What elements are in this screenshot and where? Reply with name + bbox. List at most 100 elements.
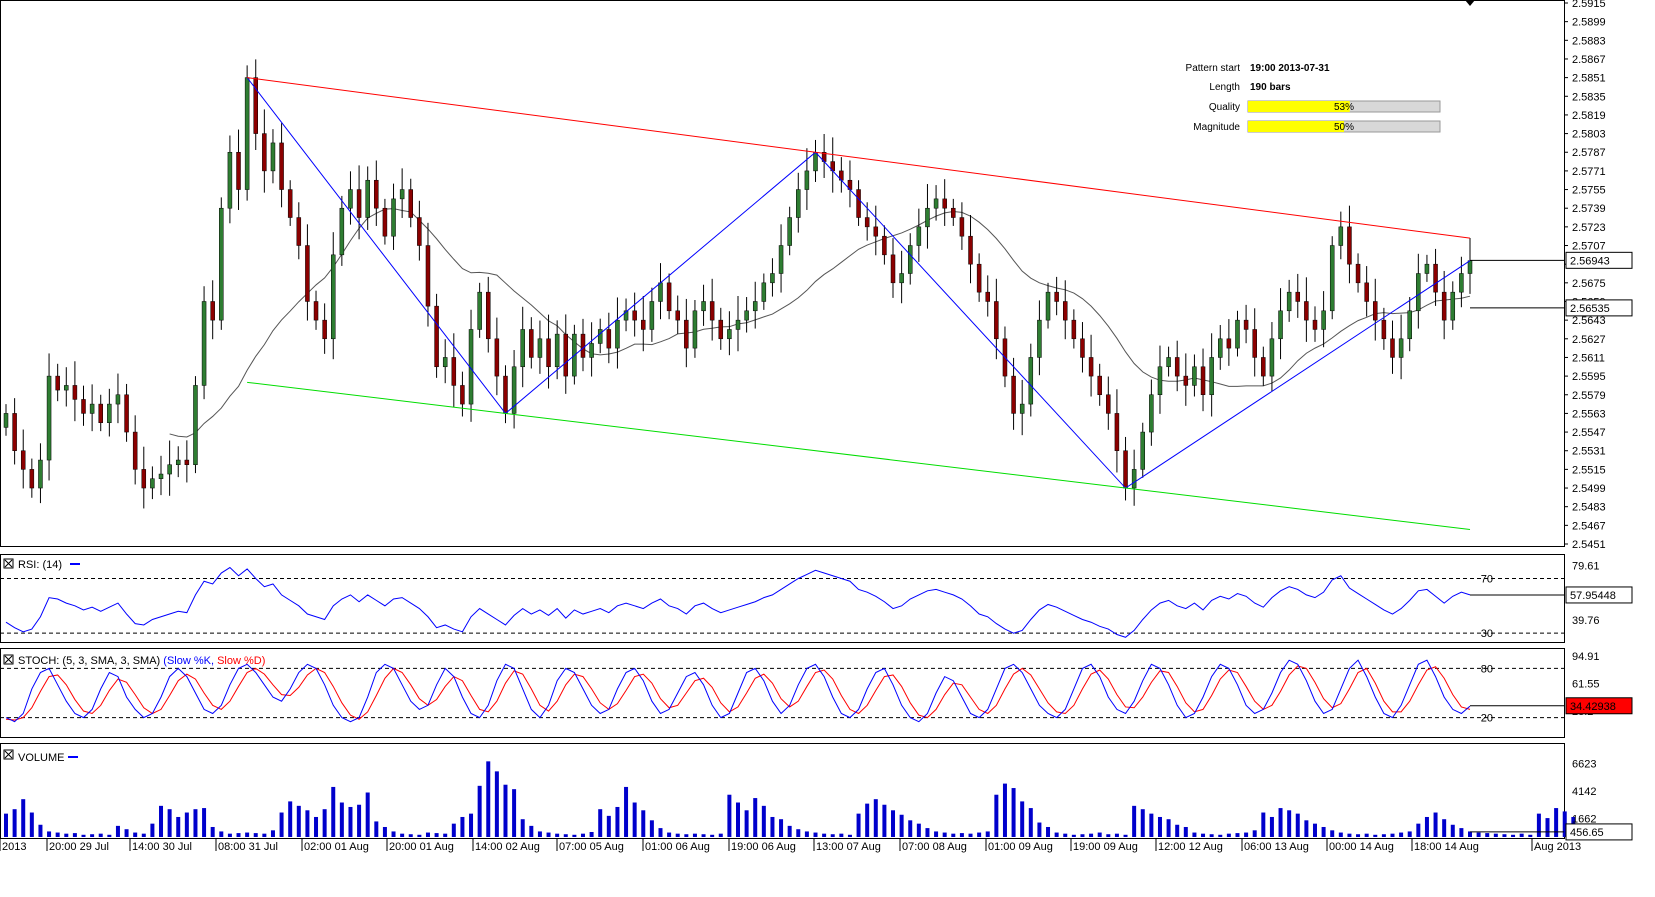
volume-bar [1063, 833, 1068, 837]
volume-bar [90, 834, 95, 837]
volume-bar [537, 831, 542, 837]
candle-body [675, 310, 680, 321]
candle-body [1226, 338, 1232, 349]
candle-body [356, 189, 362, 218]
candle-body [1424, 263, 1430, 274]
volume-bar [47, 831, 52, 837]
volume-bar [899, 814, 904, 837]
candle-body [1209, 357, 1214, 396]
volume-bar [1106, 834, 1111, 837]
volume-bar [288, 801, 293, 837]
volume-bar [167, 809, 172, 837]
candle-body [1174, 357, 1180, 377]
price-y-axis: 2.5915 2.5899 2.5883 2.5867 2.5851 2.5835 2.58… [1470, 0, 1633, 551]
candle-body [1019, 403, 1025, 414]
candle-body [1106, 394, 1111, 414]
volume-bar [985, 831, 990, 837]
stoch-k-label: (Slow %K, [163, 655, 214, 667]
volume-bar [598, 809, 603, 837]
candle-body [1364, 282, 1369, 302]
x-tick-label: 01:00 09 Aug [988, 841, 1053, 853]
scroll-down-arrow-icon[interactable] [1465, 0, 1475, 6]
candle-body [494, 338, 500, 377]
volume-bar [1166, 819, 1171, 837]
volume-bar [1037, 822, 1042, 837]
volume-bar [1132, 805, 1137, 837]
volume-bar [796, 829, 801, 837]
price-y-tick-label: 2.5851 [1572, 73, 1606, 85]
volume-bar [1459, 828, 1464, 837]
candle-body [167, 464, 172, 475]
candle-body [1416, 273, 1421, 312]
stoch-d-label: Slow %D) [217, 655, 265, 667]
volume-bar [1364, 833, 1369, 837]
candle-body [520, 329, 525, 368]
candle-body [1080, 338, 1085, 358]
volume-bar [624, 786, 629, 837]
candle-body [158, 473, 164, 479]
candle-body [752, 301, 758, 312]
volume-bar [951, 833, 956, 837]
candle-body [546, 338, 551, 368]
volume-bar [908, 820, 913, 837]
candle-body [985, 291, 990, 302]
volume-bar [124, 829, 129, 837]
volume-bar [434, 833, 439, 837]
candle-body [632, 310, 637, 321]
stoch-levels: 80 20 [0, 663, 1564, 725]
stoch-panel-frame [0, 648, 1565, 738]
volume-bar [1416, 823, 1421, 837]
volume-bar [262, 833, 267, 837]
candle-body [899, 273, 904, 284]
volume-bar [408, 834, 413, 837]
candle-body [856, 189, 861, 218]
candle-body [270, 142, 276, 172]
price-y-tick-label: 2.5803 [1572, 129, 1606, 141]
volume-bar [1295, 813, 1300, 837]
volume-bar [641, 810, 646, 837]
candle-body [1045, 291, 1051, 321]
quality-value: 53% [1334, 102, 1354, 113]
volume-bar [675, 833, 680, 837]
rsi-y-tick-label: 79.61 [1572, 560, 1600, 572]
volume-bar [503, 784, 508, 837]
volume-bar [761, 805, 766, 837]
candle-body [1218, 338, 1223, 358]
ma-price-tag-box [1565, 299, 1633, 317]
volume-bar [227, 833, 232, 837]
candle-body [563, 333, 569, 377]
volume-bar [400, 833, 405, 837]
x-tick-label: 00:00 14 Aug [1329, 841, 1394, 853]
volume-bar [959, 833, 964, 837]
candle-body [994, 301, 999, 340]
candle-body [322, 319, 327, 340]
volume-bar [1002, 783, 1007, 837]
x-tick-label: 12:00 12 Aug [1158, 841, 1223, 853]
volume-bar [925, 828, 930, 837]
volume-bar [38, 824, 43, 837]
volume-bar [1381, 834, 1386, 837]
quality-gauge-fill [1248, 101, 1350, 112]
price-y-tick-label: 2.5547 [1572, 427, 1606, 439]
price-y-tick-label: 2.5707 [1572, 241, 1606, 253]
candle-body [1329, 245, 1335, 312]
volume-bar [916, 823, 921, 837]
x-axis: 2013 20:00 29 Jul 14:00 30 Jul 08:00 31 Jul… [0, 839, 1581, 853]
rsi-series [5, 566, 1471, 638]
candle-body [330, 254, 336, 340]
stoch-level-label: 20 [1481, 713, 1493, 725]
volume-bar [1071, 834, 1076, 837]
volume-bar [193, 809, 198, 837]
candle-body [1355, 263, 1361, 284]
candle-body [365, 179, 370, 218]
rsi-line [5, 566, 1471, 638]
volume-bar [1545, 818, 1550, 837]
candle-body [718, 319, 724, 340]
price-y-tick-label: 2.5723 [1572, 222, 1606, 234]
candle-body [1037, 319, 1042, 358]
x-tick-label: 19:00 09 Aug [1073, 841, 1138, 853]
candle-body [1261, 357, 1266, 377]
stoch-d-series [5, 665, 1471, 721]
candle-body [968, 235, 973, 265]
candle-body [477, 291, 482, 330]
